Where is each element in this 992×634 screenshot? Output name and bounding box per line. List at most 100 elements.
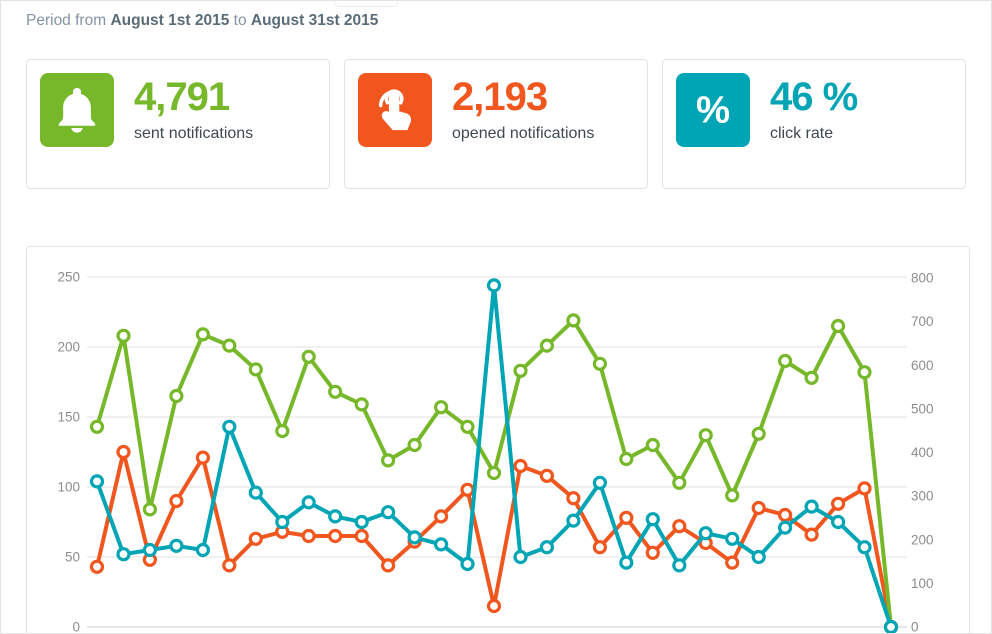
data-point[interactable]: [857, 365, 872, 380]
data-point[interactable]: [830, 514, 846, 530]
data-point[interactable]: [619, 510, 634, 525]
data-point[interactable]: [407, 437, 422, 453]
data-point[interactable]: [804, 370, 819, 385]
data-point[interactable]: [857, 481, 872, 496]
data-point[interactable]: [513, 363, 528, 378]
data-point[interactable]: [301, 495, 316, 510]
data-point[interactable]: [142, 542, 158, 558]
data-point[interactable]: [698, 428, 713, 443]
data-point[interactable]: [169, 538, 184, 553]
data-point[interactable]: [883, 619, 899, 633]
data-point[interactable]: [460, 482, 475, 497]
data-point[interactable]: [328, 509, 343, 524]
data-point[interactable]: [725, 555, 740, 570]
data-point[interactable]: [486, 598, 502, 614]
data-point[interactable]: [116, 444, 131, 460]
data-point[interactable]: [169, 493, 184, 509]
data-point[interactable]: [592, 356, 608, 371]
data-point[interactable]: [777, 520, 793, 535]
data-point[interactable]: [777, 507, 793, 523]
data-point[interactable]: [381, 453, 396, 468]
data-point[interactable]: [619, 555, 634, 570]
data-point[interactable]: [381, 558, 396, 573]
data-point[interactable]: [725, 488, 740, 503]
data-point[interactable]: [169, 388, 184, 404]
svg-text:%: %: [696, 89, 730, 132]
data-point[interactable]: [354, 397, 369, 412]
notifications-line-chart[interactable]: 0 50 100 150 200 250 0 100 200 300 400 500 600 700 800: [27, 247, 967, 634]
data-point[interactable]: [539, 468, 555, 483]
data-point[interactable]: [275, 514, 290, 530]
data-point[interactable]: [275, 423, 290, 439]
data-point[interactable]: [328, 384, 343, 399]
data-point[interactable]: [89, 559, 105, 574]
data-point[interactable]: [539, 338, 555, 353]
data-point[interactable]: [142, 502, 158, 517]
data-point[interactable]: [434, 400, 449, 415]
data-point[interactable]: [857, 540, 872, 555]
data-point[interactable]: [672, 519, 687, 534]
data-point[interactable]: [672, 475, 687, 490]
left-axis-tick-label: 250: [57, 270, 80, 285]
chart-panel: 0 50 100 150 200 250 0 100 200 300 400 500 600 700 800: [26, 246, 970, 634]
data-point[interactable]: [592, 475, 608, 490]
data-point[interactable]: [751, 500, 766, 516]
data-point[interactable]: [645, 437, 660, 453]
data-point[interactable]: [248, 485, 263, 500]
data-point[interactable]: [89, 474, 105, 489]
data-point[interactable]: [301, 528, 316, 544]
data-point[interactable]: [195, 542, 210, 558]
data-point[interactable]: [407, 530, 422, 545]
data-point[interactable]: [381, 505, 396, 520]
data-point[interactable]: [434, 537, 449, 552]
data-point[interactable]: [116, 547, 131, 562]
data-point[interactable]: [513, 458, 528, 474]
right-axis-tick-label: 800: [911, 271, 934, 286]
data-point[interactable]: [804, 527, 819, 542]
data-point[interactable]: [354, 528, 369, 544]
data-point[interactable]: [698, 526, 713, 541]
data-point[interactable]: [434, 509, 449, 524]
data-point[interactable]: [645, 545, 660, 560]
data-point[interactable]: [248, 531, 263, 546]
data-point[interactable]: [222, 419, 237, 434]
data-point[interactable]: [619, 451, 634, 467]
data-point[interactable]: [830, 318, 846, 334]
data-point[interactable]: [486, 278, 502, 293]
data-point[interactable]: [777, 353, 793, 369]
data-point[interactable]: [222, 338, 237, 353]
click-rate-card: % 46 % click rate: [662, 59, 966, 189]
data-point[interactable]: [751, 426, 766, 441]
data-point[interactable]: [222, 558, 237, 573]
data-point[interactable]: [301, 349, 316, 364]
data-point[interactable]: [354, 514, 369, 530]
right-axis-tick-label: 200: [911, 532, 934, 547]
data-point[interactable]: [566, 513, 581, 528]
data-point[interactable]: [566, 313, 581, 328]
data-point[interactable]: [460, 419, 475, 434]
data-point[interactable]: [751, 549, 766, 565]
data-point[interactable]: [830, 496, 846, 511]
period-connector: to: [233, 12, 247, 29]
left-axis-tick-label: 200: [57, 340, 80, 355]
data-point[interactable]: [195, 327, 210, 342]
data-point[interactable]: [116, 328, 131, 343]
data-point[interactable]: [195, 450, 210, 465]
right-axis-tick-label: 700: [911, 314, 934, 329]
data-point[interactable]: [89, 419, 105, 434]
data-point[interactable]: [645, 512, 660, 527]
data-point[interactable]: [248, 362, 263, 377]
data-point[interactable]: [486, 465, 502, 481]
data-point[interactable]: [513, 549, 528, 565]
data-point[interactable]: [566, 491, 581, 506]
data-point[interactable]: [672, 558, 687, 573]
percent-icon: %: [676, 73, 750, 147]
data-point[interactable]: [804, 499, 819, 514]
sent-notifications-card: 4,791 sent notifications: [26, 59, 330, 189]
data-point[interactable]: [328, 528, 343, 544]
data-point[interactable]: [539, 540, 555, 555]
data-point[interactable]: [725, 531, 740, 546]
data-point[interactable]: [460, 556, 475, 572]
data-point[interactable]: [592, 540, 608, 555]
